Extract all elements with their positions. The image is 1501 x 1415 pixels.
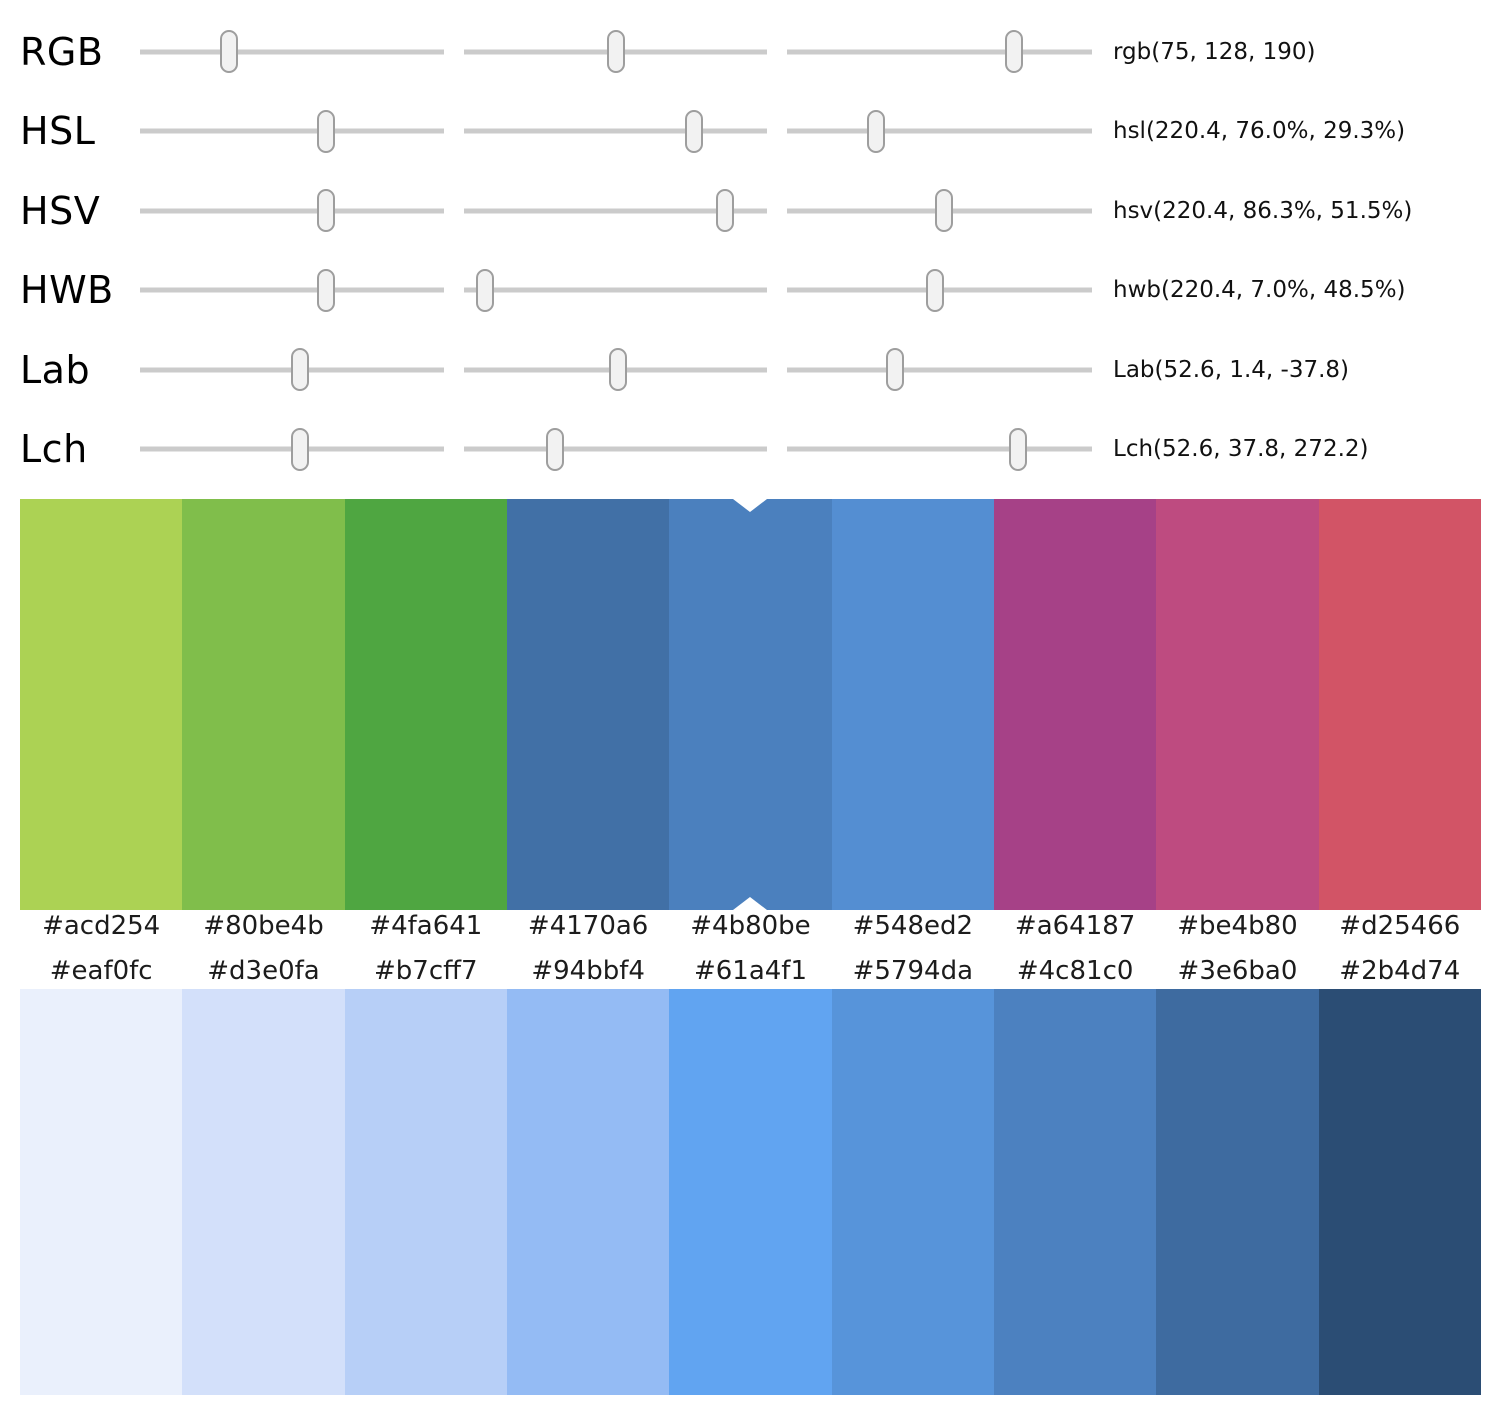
- scale-swatch[interactable]: [182, 989, 345, 1395]
- slider-track[interactable]: [140, 109, 444, 153]
- hex-label: #d25466: [1339, 911, 1461, 941]
- palette-swatch[interactable]: [669, 499, 832, 910]
- slider-track[interactable]: [787, 109, 1092, 153]
- slider-thumb[interactable]: [476, 268, 495, 312]
- hex-label: #2b4d74: [1339, 956, 1461, 986]
- slider-row-hwb: HWB hwb(220.4, 7.0%, 48.5%): [0, 251, 1501, 331]
- hex-label: #4fa641: [369, 911, 483, 941]
- slider-thumb[interactable]: [685, 109, 704, 153]
- slider-track[interactable]: [140, 268, 444, 312]
- slider-row-lch: Lch Lch(52.6, 37.8, 272.2): [0, 410, 1501, 490]
- hex-label: #5794da: [852, 956, 973, 986]
- scale-hex-labels: #eaf0fc #d3e0fa #b7cff7 #94bbf4 #61a4f1 #5794…: [20, 957, 1481, 985]
- slider-thumb[interactable]: [317, 189, 336, 233]
- slider-thumb[interactable]: [317, 268, 336, 312]
- palette-swatch[interactable]: [506, 499, 670, 910]
- color-value-readout: Lab(52.6, 1.4, -37.8): [1113, 356, 1349, 383]
- slider-thumb[interactable]: [317, 109, 336, 153]
- hex-label: #acd254: [42, 911, 161, 941]
- palette-swatch[interactable]: [993, 499, 1157, 910]
- slider-thumb[interactable]: [290, 427, 309, 471]
- slider-thumb[interactable]: [716, 189, 735, 233]
- hex-label: #4170a6: [527, 911, 649, 941]
- hex-label: #eaf0fc: [49, 956, 153, 986]
- slider-thumb[interactable]: [885, 348, 904, 392]
- hex-label: #b7cff7: [374, 956, 478, 986]
- selection-notch-bottom: [733, 897, 768, 910]
- palette-strip: [20, 499, 1481, 910]
- slider-track[interactable]: [787, 30, 1092, 74]
- scale-swatch[interactable]: [1156, 989, 1319, 1395]
- slider-row-label: HWB: [20, 268, 114, 313]
- slider-thumb[interactable]: [1005, 30, 1024, 74]
- scale-swatch[interactable]: [506, 989, 670, 1395]
- slider-thumb[interactable]: [1008, 427, 1027, 471]
- slider-track[interactable]: [787, 268, 1092, 312]
- scale-swatch[interactable]: [20, 989, 183, 1395]
- hex-label: #61a4f1: [693, 956, 807, 986]
- palette-swatch[interactable]: [182, 499, 345, 910]
- palette-swatch[interactable]: [1318, 499, 1481, 910]
- slider-track[interactable]: [464, 427, 767, 471]
- slider-track[interactable]: [787, 189, 1092, 233]
- slider-panel: RGB rgb(75, 128, 190) HSL hsl(220.4, 76.0%,…: [0, 0, 1501, 489]
- hex-label: #be4b80: [1177, 911, 1298, 941]
- hex-label: #94bbf4: [531, 956, 645, 986]
- color-value-readout: hsv(220.4, 86.3%, 51.5%): [1113, 197, 1413, 224]
- palette-swatch[interactable]: [831, 499, 994, 910]
- palette-hex-labels: #acd254 #80be4b #4fa641 #4170a6 #4b80be #548e…: [20, 912, 1481, 940]
- slider-track[interactable]: [464, 348, 767, 392]
- slider-row-label: HSV: [20, 188, 101, 233]
- slider-thumb[interactable]: [867, 109, 886, 153]
- slider-thumb[interactable]: [935, 189, 954, 233]
- scale-swatch[interactable]: [669, 989, 832, 1395]
- slider-row-label: HSL: [20, 109, 96, 154]
- slider-row-label: RGB: [20, 29, 104, 74]
- slider-track[interactable]: [787, 427, 1092, 471]
- slider-track[interactable]: [464, 30, 767, 74]
- color-value-readout: rgb(75, 128, 190): [1113, 38, 1316, 65]
- slider-row-label: Lab: [20, 347, 91, 392]
- slider-track[interactable]: [140, 189, 444, 233]
- slider-thumb[interactable]: [545, 427, 564, 471]
- slider-thumb[interactable]: [290, 348, 309, 392]
- hex-label: #4b80be: [690, 911, 811, 941]
- slider-track[interactable]: [464, 189, 767, 233]
- scale-strip: [20, 989, 1481, 1395]
- scale-swatch[interactable]: [831, 989, 994, 1395]
- color-value-readout: Lch(52.6, 37.8, 272.2): [1113, 436, 1369, 463]
- slider-row-hsv: HSV hsv(220.4, 86.3%, 51.5%): [0, 171, 1501, 251]
- slider-row-hsl: HSL hsl(220.4, 76.0%, 29.3%): [0, 92, 1501, 172]
- scale-swatch[interactable]: [344, 989, 507, 1395]
- slider-track[interactable]: [140, 427, 444, 471]
- slider-track[interactable]: [464, 268, 767, 312]
- hex-label: #a64187: [1014, 911, 1136, 941]
- slider-row-rgb: RGB rgb(75, 128, 190): [0, 12, 1501, 92]
- palette-swatch[interactable]: [1156, 499, 1319, 910]
- slider-row-lab: Lab Lab(52.6, 1.4, -37.8): [0, 330, 1501, 410]
- palette-swatch[interactable]: [344, 499, 507, 910]
- hex-label: #4c81c0: [1016, 956, 1134, 986]
- scale-swatch[interactable]: [1318, 989, 1481, 1395]
- slider-track[interactable]: [464, 109, 767, 153]
- color-value-readout: hsl(220.4, 76.0%, 29.3%): [1113, 118, 1406, 145]
- slider-row-label: Lch: [20, 427, 88, 472]
- hex-label: #3e6ba0: [1177, 956, 1298, 986]
- slider-thumb[interactable]: [608, 348, 627, 392]
- slider-thumb[interactable]: [220, 30, 239, 74]
- slider-track[interactable]: [140, 348, 444, 392]
- slider-thumb[interactable]: [607, 30, 626, 74]
- selection-notch-top: [733, 499, 768, 512]
- scale-swatch[interactable]: [993, 989, 1157, 1395]
- hex-label: #80be4b: [203, 911, 324, 941]
- slider-track[interactable]: [140, 30, 444, 74]
- slider-track[interactable]: [787, 348, 1092, 392]
- slider-thumb[interactable]: [925, 268, 944, 312]
- hex-label: #d3e0fa: [207, 956, 320, 986]
- palette-swatch[interactable]: [20, 499, 183, 910]
- hex-label: #548ed2: [852, 911, 974, 941]
- color-value-readout: hwb(220.4, 7.0%, 48.5%): [1113, 277, 1406, 304]
